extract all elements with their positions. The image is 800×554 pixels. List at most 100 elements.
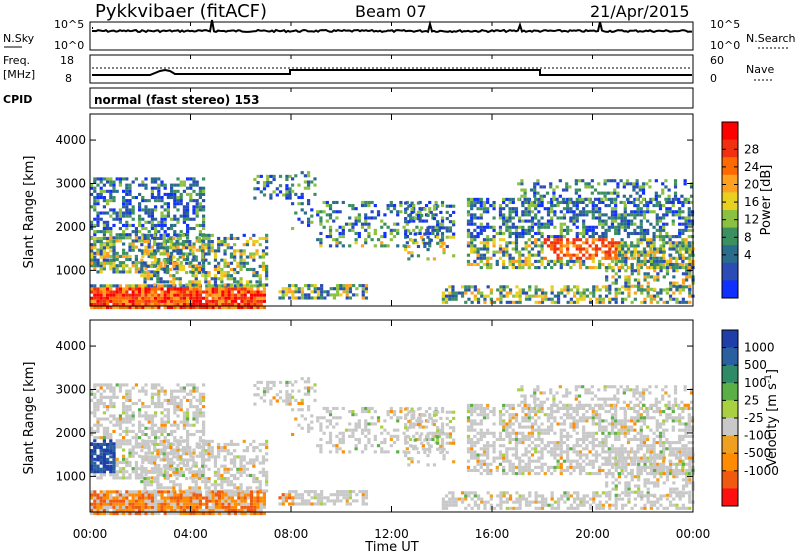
velocity-cell	[118, 499, 122, 503]
power-cell	[106, 261, 110, 265]
power-cell	[681, 266, 686, 270]
power-cell	[636, 244, 640, 248]
power-cell	[204, 280, 208, 284]
power-cell	[186, 236, 190, 240]
velocity-cell	[189, 496, 193, 500]
power-cell	[671, 244, 675, 248]
power-cell	[141, 296, 145, 300]
power-cell	[115, 293, 119, 297]
power-cell	[99, 287, 103, 291]
power-cell	[630, 300, 634, 304]
power-cell	[558, 194, 562, 198]
power-cell	[515, 291, 519, 295]
power-cell	[380, 235, 384, 239]
power-cell	[176, 195, 180, 200]
velocity-cell	[150, 451, 154, 455]
velocity-cell	[236, 442, 240, 447]
power-cell	[399, 200, 403, 205]
power-cell	[575, 197, 579, 201]
velocity-cell	[224, 502, 228, 506]
velocity-cell	[198, 411, 202, 415]
power-cell	[421, 238, 425, 242]
power-cell	[633, 278, 638, 282]
power-cell	[93, 261, 97, 265]
power-cell	[93, 202, 97, 206]
power-cell	[598, 297, 602, 301]
velocity-cell	[223, 489, 227, 493]
power-cell	[90, 243, 94, 247]
power-cell	[354, 207, 358, 211]
velocity-cell	[112, 395, 116, 399]
power-cell	[423, 232, 427, 236]
power-cell	[109, 177, 113, 181]
power-cell	[636, 204, 640, 208]
power-cell	[642, 238, 647, 242]
power-cell	[659, 291, 663, 295]
velocity-cell	[198, 454, 202, 458]
power-cell	[147, 287, 151, 291]
power-cell	[511, 231, 515, 236]
power-cell	[204, 243, 208, 247]
velocity-cell	[186, 414, 190, 418]
power-cell	[591, 266, 595, 270]
velocity-cell	[258, 483, 262, 487]
power-cell	[611, 256, 615, 260]
power-cell	[594, 266, 599, 270]
power-cell	[211, 306, 215, 310]
velocity-cell	[170, 392, 174, 396]
power-cell	[125, 233, 129, 237]
power-cell	[633, 250, 638, 254]
power-cell	[662, 253, 666, 257]
power-cell	[399, 210, 403, 214]
power-cell	[588, 266, 592, 270]
power-cell	[233, 280, 237, 284]
velocity-cell	[138, 389, 142, 393]
power-cell	[594, 216, 599, 220]
power-cell	[617, 247, 622, 251]
power-cell	[470, 285, 474, 289]
velocity-cell	[198, 508, 202, 512]
power-cell	[473, 247, 477, 251]
power-cell	[588, 253, 592, 257]
velocity-cell	[118, 386, 122, 390]
velocity-cell	[109, 389, 113, 393]
power-cell	[166, 306, 170, 310]
power-cell	[553, 247, 557, 251]
power-cell	[220, 277, 224, 281]
power-cell	[585, 225, 589, 229]
velocity-cell	[173, 395, 177, 399]
power-cell	[511, 262, 515, 267]
velocity-cell	[326, 499, 330, 503]
power-cell	[444, 297, 449, 301]
velocity-cell	[175, 446, 179, 450]
power-cell	[173, 214, 177, 218]
power-cell	[466, 241, 471, 245]
velocity-cell	[223, 464, 227, 468]
power-cell	[546, 219, 551, 223]
power-cell	[407, 244, 411, 249]
velocity-cell	[134, 442, 138, 446]
power-cell	[265, 277, 269, 281]
power-cell	[198, 189, 202, 193]
power-cell	[642, 228, 647, 232]
velocity-cell	[175, 477, 179, 481]
power-cell	[217, 249, 221, 253]
power-cell	[476, 262, 480, 267]
velocity-cell	[208, 512, 212, 516]
velocity-cell	[307, 490, 311, 494]
velocity-cell	[236, 477, 240, 481]
power-cell	[192, 226, 196, 231]
power-cell	[192, 183, 196, 187]
power-cell	[569, 207, 573, 211]
velocity-cell	[226, 442, 230, 447]
power-cell	[428, 207, 432, 211]
velocity-cell	[348, 496, 353, 500]
power-cell	[681, 278, 686, 282]
power-cell	[122, 189, 126, 193]
velocity-cell	[150, 392, 154, 396]
velocity-cell	[173, 505, 177, 509]
power-cell	[102, 233, 106, 237]
velocity-cell	[156, 455, 160, 459]
power-cell	[653, 266, 657, 270]
power-cell	[125, 177, 129, 181]
